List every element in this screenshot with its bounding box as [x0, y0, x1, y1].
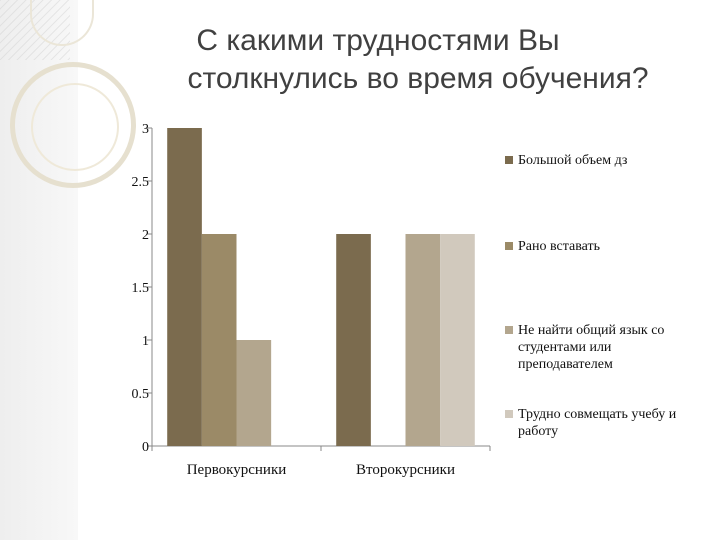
y-tick-label: 2: [142, 228, 149, 243]
y-tick-label: 3: [142, 122, 149, 137]
title-line-2: столкнулись во время обучения?: [187, 62, 649, 95]
bar: [336, 234, 371, 446]
title-line-1: С какими трудностями Вы: [196, 24, 560, 57]
x-category-label: Второкурсники: [356, 462, 455, 478]
y-tick-label: 1.5: [132, 281, 150, 296]
bar: [201, 234, 237, 446]
legend-swatch: [505, 410, 513, 418]
legend-swatch: [505, 326, 513, 334]
legend-label: Трудно совмещать учебу и работу: [518, 407, 677, 439]
decorative-ring: [10, 62, 136, 188]
bar: [236, 340, 272, 446]
legend-swatch: [505, 156, 513, 164]
legend-label: Рано вставать: [518, 239, 601, 254]
slide-title: С какими трудностями Вы столкнулись во в…: [118, 22, 718, 98]
decorative-ring-inner: [31, 83, 119, 171]
y-tick-label: 2.5: [132, 175, 150, 190]
bar: [167, 128, 202, 446]
y-tick-label: 1: [142, 334, 149, 349]
bar: [405, 234, 441, 446]
legend-label: Не найти общий язык со студентами или пр…: [518, 323, 665, 372]
y-tick-label: 0.5: [132, 387, 150, 402]
y-tick-label: 0: [142, 440, 149, 455]
x-category-label: Первокурсники: [187, 462, 287, 478]
legend-swatch: [505, 242, 513, 250]
legend-label: Большой объем дз: [518, 153, 628, 168]
bar: [440, 234, 475, 446]
